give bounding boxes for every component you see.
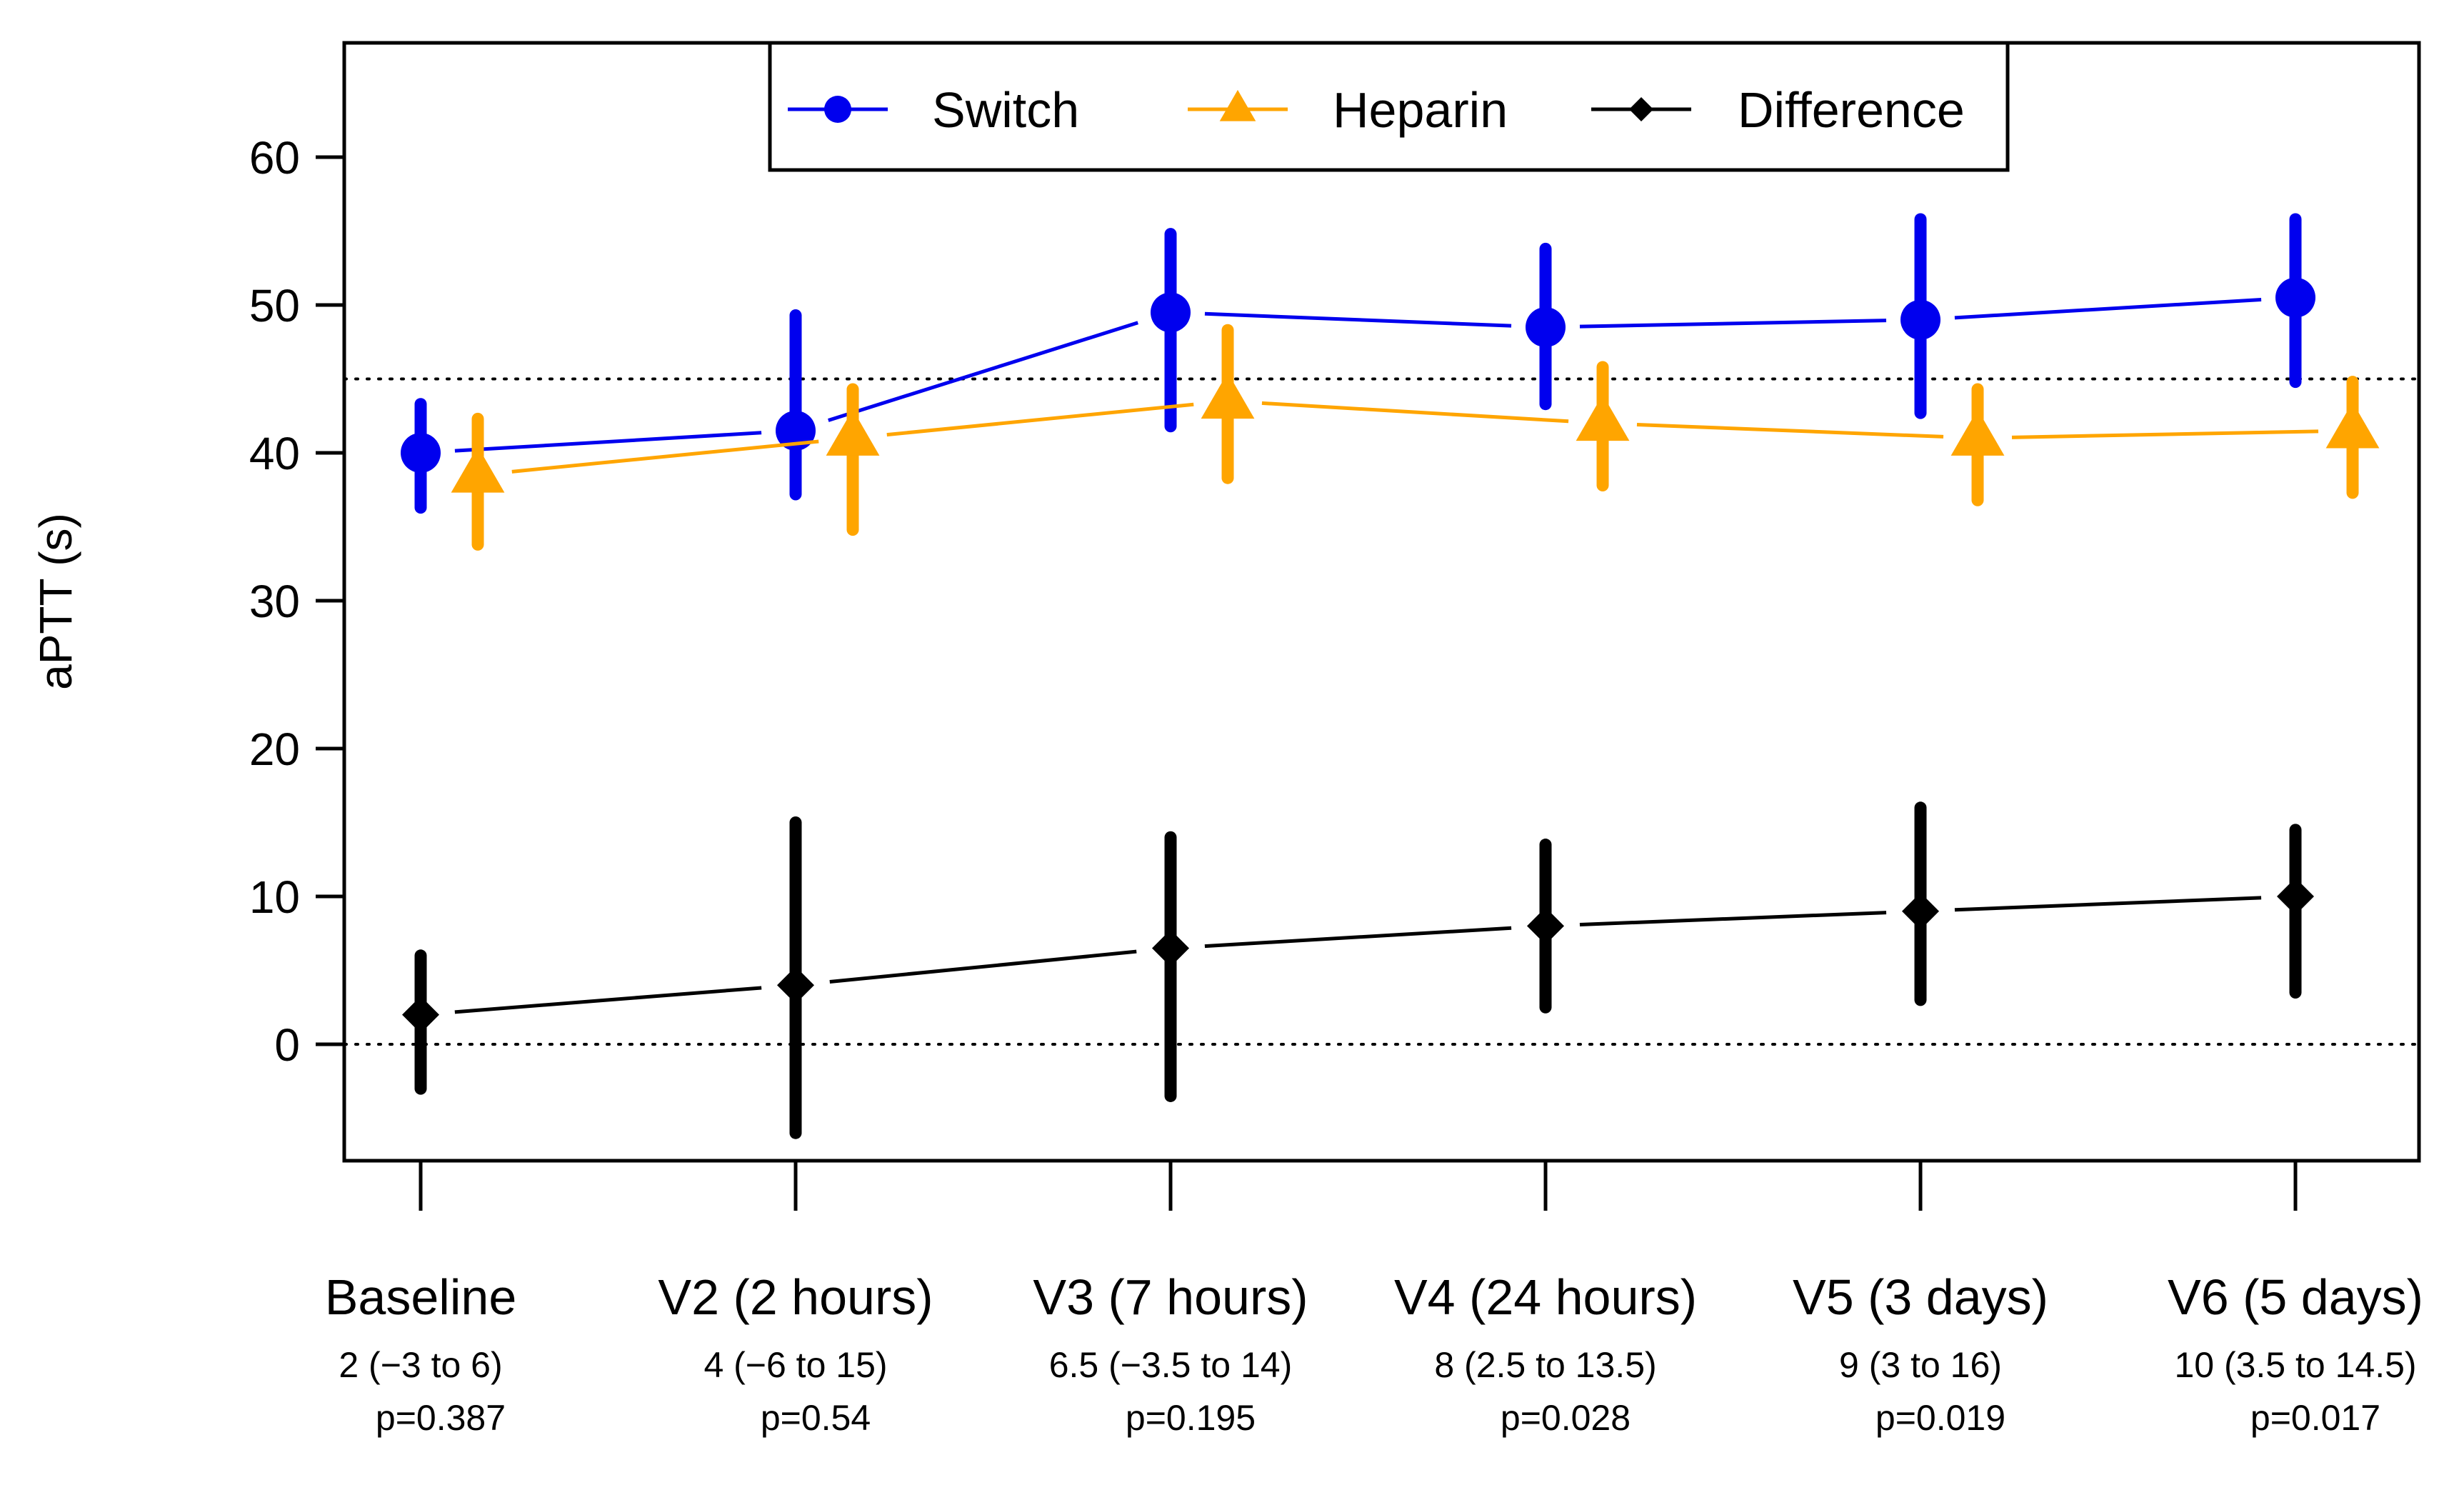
series-difference-segment-2 xyxy=(1204,926,1512,949)
x-category-label-2: V3 (7 hours) xyxy=(1033,1269,1308,1325)
x-category-stat-4: 9 (3 to 16) xyxy=(1839,1345,2002,1385)
series-switch-point-0 xyxy=(401,433,441,473)
x-category-stat-0: 2 (−3 to 6) xyxy=(339,1345,502,1385)
series-difference-segment-4 xyxy=(1954,896,2262,912)
x-category-pvalue-0: p=0.387 xyxy=(376,1398,506,1438)
y-tick-label-60: 60 xyxy=(249,132,300,184)
series-difference-segment-1 xyxy=(829,949,1137,984)
x-category-stat-1: 4 (−6 to 15) xyxy=(703,1345,887,1385)
plot-frame xyxy=(342,41,2421,1163)
x-category-label-4: V5 (3 days) xyxy=(1793,1269,2048,1325)
series-difference-point-5 xyxy=(2277,878,2314,915)
series-heparin xyxy=(451,324,2380,551)
legend-entry-heparin: Heparin xyxy=(1188,82,1508,138)
series-heparin-point-4 xyxy=(1950,409,2005,456)
series-difference-point-2 xyxy=(1152,929,1189,967)
series-heparin-point-5 xyxy=(2325,401,2380,449)
series-heparin-point-3 xyxy=(1576,394,1630,441)
x-category-pvalue-2: p=0.195 xyxy=(1126,1398,1256,1438)
series-heparin-point-0 xyxy=(451,446,505,493)
series-switch-segment-4 xyxy=(1954,297,2262,320)
y-tick-label-50: 50 xyxy=(249,280,300,331)
series-switch-point-5 xyxy=(2275,277,2315,318)
x-category-pvalue-3: p=0.028 xyxy=(1501,1398,1631,1438)
legend-label-difference: Difference xyxy=(1738,82,1965,138)
series-heparin-segment-1 xyxy=(886,402,1194,437)
series-switch-segment-2 xyxy=(1204,311,1512,328)
series-heparin-point-1 xyxy=(826,409,880,456)
y-axis-title: aPTT (s) xyxy=(30,513,81,690)
series-switch-segment-3 xyxy=(1579,319,1887,329)
series-heparin-segment-0 xyxy=(511,439,819,474)
legend-box xyxy=(768,41,2010,172)
series-switch-segment-1 xyxy=(828,321,1138,422)
x-axis: Baseline 2 (−3 to 6) p=0.387 V2 (2 hours) 4 … xyxy=(325,1161,2423,1438)
reference-lines xyxy=(343,377,2420,1046)
series-heparin-point-2 xyxy=(1201,372,1255,419)
legend-marker-difference xyxy=(1629,97,1653,121)
legend: Switch Heparin Difference xyxy=(768,41,2010,172)
series-switch-point-3 xyxy=(1526,307,1566,348)
series-switch xyxy=(401,213,2315,514)
series-heparin-segment-2 xyxy=(1261,401,1569,424)
series-difference xyxy=(402,801,2314,1139)
series-switch-point-2 xyxy=(1151,292,1191,333)
x-category-label-5: V6 (5 days) xyxy=(2168,1269,2423,1325)
x-category-pvalue-1: p=0.54 xyxy=(761,1398,871,1438)
y-tick-label-0: 0 xyxy=(274,1019,300,1071)
series-heparin-segment-3 xyxy=(1636,422,1944,439)
y-axis: 0 10 20 30 40 50 60 xyxy=(249,132,344,1071)
x-category-label-1: V2 (2 hours) xyxy=(658,1269,933,1325)
series-switch-point-1 xyxy=(776,410,816,451)
series-difference-point-3 xyxy=(1527,907,1564,945)
x-category-label-0: Baseline xyxy=(325,1269,517,1325)
y-tick-label-20: 20 xyxy=(249,724,300,775)
series-heparin-segment-4 xyxy=(2011,429,2319,439)
x-category-stat-5: 10 (3.5 to 14.5) xyxy=(2174,1345,2416,1385)
x-category-pvalue-5: p=0.017 xyxy=(2250,1398,2380,1438)
series-layer xyxy=(401,213,2380,1139)
series-difference-point-0 xyxy=(402,996,439,1034)
series-difference-point-4 xyxy=(1902,892,1939,930)
x-category-label-3: V4 (24 hours) xyxy=(1394,1269,1697,1325)
series-switch-point-4 xyxy=(1900,299,1940,340)
series-difference-segment-0 xyxy=(454,986,762,1014)
y-tick-label-30: 30 xyxy=(249,576,300,627)
legend-entry-difference: Difference xyxy=(1591,82,1965,138)
x-category-stat-3: 8 (2.5 to 13.5) xyxy=(1434,1345,1656,1385)
y-tick-label-10: 10 xyxy=(249,871,300,923)
y-tick-label-40: 40 xyxy=(249,428,300,479)
legend-label-switch: Switch xyxy=(932,82,1079,138)
series-switch-segment-0 xyxy=(454,431,762,453)
series-difference-segment-3 xyxy=(1579,911,1887,927)
legend-entry-switch: Switch xyxy=(788,82,1079,138)
x-category-stat-2: 6.5 (−3.5 to 14) xyxy=(1049,1345,1293,1385)
legend-marker-heparin xyxy=(1219,89,1256,121)
x-category-pvalue-4: p=0.019 xyxy=(1875,1398,2005,1438)
series-difference-point-1 xyxy=(777,966,814,1004)
legend-marker-switch xyxy=(824,96,851,123)
legend-label-heparin: Heparin xyxy=(1333,82,1508,138)
